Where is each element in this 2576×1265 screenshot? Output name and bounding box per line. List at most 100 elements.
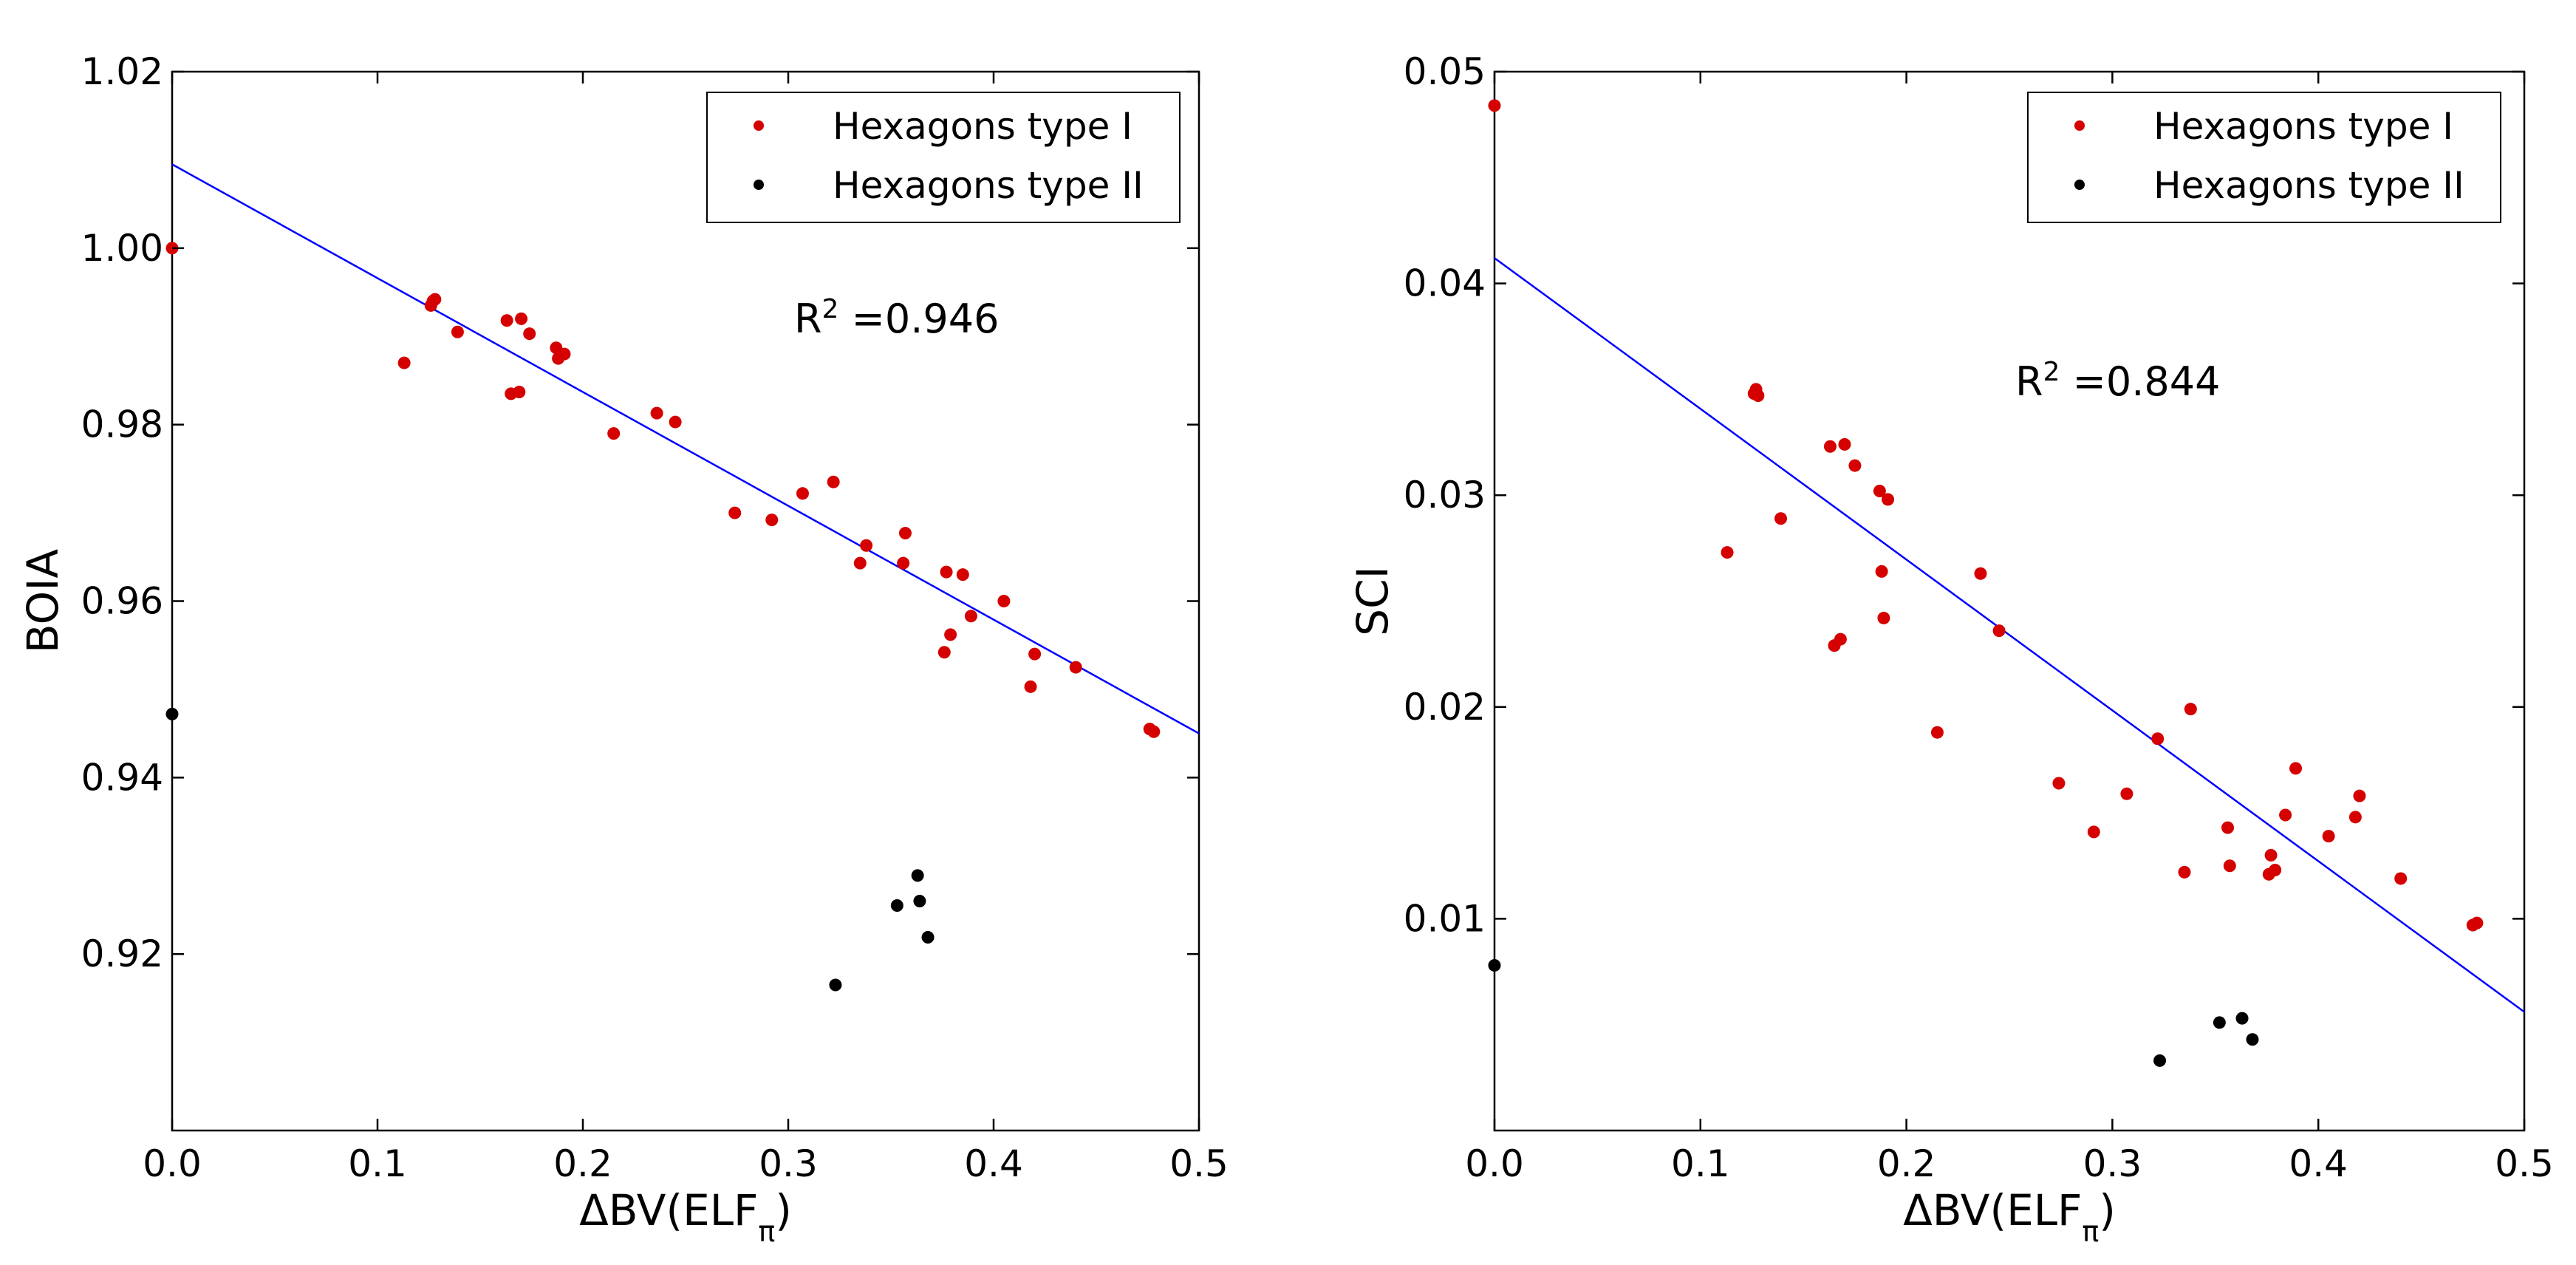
data-point-type-2 — [829, 978, 842, 992]
fit-line-group — [171, 163, 1200, 734]
legend-label-type-2: Hexagons type II — [833, 164, 1144, 207]
data-point-type-1 — [500, 314, 513, 327]
data-point-type-1 — [1752, 389, 1765, 402]
data-point-type-1 — [1877, 611, 1890, 624]
data-point-type-1 — [1774, 512, 1788, 525]
x-axis-ticks: 0.0 0.1 0.2 0.3 0.4 0.5 — [1465, 72, 2554, 1185]
data-point-type-1 — [558, 347, 571, 361]
r-squared-annotation: R2 =0.946 — [794, 294, 999, 343]
plot-frame — [1493, 70, 2526, 1132]
plot-frame — [171, 70, 1200, 1132]
data-point-type-1 — [2120, 787, 2133, 800]
y-tick-label: 0.92 — [81, 932, 163, 975]
scatter-points — [165, 242, 1161, 992]
fit-line — [171, 163, 1200, 734]
x-tick-label: 0.2 — [553, 1142, 612, 1185]
x-tick-label: 0.5 — [2495, 1142, 2554, 1185]
data-point-type-1 — [2184, 703, 2197, 716]
data-point-type-1 — [1873, 484, 1886, 497]
y-axis-label: SCI — [1347, 566, 1398, 635]
data-point-type-1 — [1838, 437, 1851, 451]
data-point-type-1 — [650, 406, 663, 420]
x-axis-label: ΔBV(ELFπ) — [1903, 1185, 2116, 1248]
y-tick-label: 1.00 — [81, 227, 163, 270]
data-point-type-1 — [1721, 546, 1734, 559]
data-point-type-1 — [1930, 726, 1944, 739]
data-point-type-1 — [2151, 732, 2165, 746]
data-point-type-1 — [944, 628, 957, 641]
data-point-type-1 — [2279, 808, 2292, 822]
legend: Hexagons type I Hexagons type II — [706, 92, 1181, 223]
y-tick-label: 0.03 — [1404, 474, 1486, 516]
data-point-type-1 — [2221, 821, 2235, 834]
x-tick-label: 0.2 — [1877, 1142, 1936, 1185]
y-tick-label: 0.04 — [1404, 262, 1486, 305]
data-point-type-1 — [397, 356, 411, 369]
data-point-type-1 — [937, 646, 951, 659]
boia-chart: 0.0 0.1 0.2 0.3 0.4 0.5 0.92 0.94 0.96 0.98 1.00 1… — [18, 50, 1229, 1248]
data-point-type-1 — [1147, 725, 1161, 738]
data-point-type-2 — [2246, 1033, 2259, 1046]
x-tick-label: 0.5 — [1169, 1142, 1229, 1185]
data-point-type-1 — [964, 610, 977, 623]
data-point-type-1 — [2178, 865, 2191, 879]
data-point-type-1 — [897, 556, 910, 570]
data-point-type-1 — [2394, 872, 2408, 885]
data-point-type-1 — [853, 556, 867, 570]
y-tick-label: 1.02 — [81, 50, 163, 93]
x-axis-ticks: 0.0 0.1 0.2 0.3 0.4 0.5 — [143, 72, 1229, 1185]
data-point-type-1 — [956, 568, 969, 582]
data-point-type-1 — [451, 325, 464, 338]
data-point-type-1 — [523, 327, 536, 341]
data-point-type-2 — [890, 899, 903, 912]
data-point-type-1 — [1488, 99, 1501, 112]
x-tick-label: 0.0 — [143, 1142, 202, 1185]
data-point-type-2 — [2153, 1054, 2167, 1067]
legend-label-type-1: Hexagons type I — [2153, 105, 2453, 148]
data-point-type-2 — [1488, 958, 1501, 972]
y-tick-label: 0.96 — [81, 580, 163, 623]
scatter-points — [1488, 99, 2484, 1067]
data-point-type-1 — [1069, 661, 1082, 674]
r-squared-annotation: R2 =0.844 — [2015, 357, 2220, 406]
data-point-type-2 — [2213, 1016, 2226, 1029]
y-axis-ticks: 0.01 0.02 0.03 0.04 0.05 — [1404, 50, 2524, 940]
legend: Hexagons type I Hexagons type II — [2027, 92, 2501, 223]
y-axis-label: BOIA — [18, 549, 68, 654]
x-tick-label: 0.3 — [759, 1142, 818, 1185]
data-point-type-1 — [428, 293, 442, 306]
sci-chart: 0.0 0.1 0.2 0.3 0.4 0.5 0.010.020.030.040.05 … — [1347, 50, 2554, 1248]
data-point-type-1 — [2353, 789, 2366, 802]
legend-marker-type-1 — [754, 120, 764, 131]
data-point-type-2 — [911, 869, 924, 882]
data-point-type-2 — [165, 707, 179, 720]
data-point-type-1 — [2289, 762, 2303, 775]
data-point-type-1 — [765, 514, 779, 527]
legend-box — [706, 92, 1181, 223]
x-tick-label: 0.4 — [2289, 1142, 2348, 1185]
data-point-type-1 — [2052, 777, 2066, 790]
x-axis-label: ΔBV(ELFπ) — [579, 1185, 792, 1248]
y-tick-label: 0.98 — [81, 403, 163, 446]
y-tick-label: 0.05 — [1404, 50, 1486, 93]
data-point-type-1 — [1992, 624, 2006, 638]
x-tick-label: 0.4 — [964, 1142, 1023, 1185]
data-point-type-2 — [913, 895, 926, 908]
data-point-type-1 — [1834, 632, 1847, 646]
data-point-type-1 — [2223, 859, 2236, 873]
data-point-type-1 — [1024, 680, 1037, 693]
data-point-type-1 — [2087, 825, 2100, 839]
data-point-type-1 — [1028, 647, 1042, 661]
y-tick-label: 0.01 — [1404, 897, 1486, 940]
x-tick-label: 0.1 — [348, 1142, 407, 1185]
data-point-type-1 — [2322, 830, 2335, 843]
x-tick-label: 0.1 — [1671, 1142, 1730, 1185]
data-point-type-1 — [515, 312, 528, 325]
data-point-type-1 — [940, 565, 953, 579]
legend-marker-type-2 — [2074, 180, 2085, 190]
legend-marker-type-1 — [2074, 120, 2085, 131]
data-point-type-1 — [1882, 493, 1895, 506]
data-point-type-1 — [2348, 811, 2362, 824]
